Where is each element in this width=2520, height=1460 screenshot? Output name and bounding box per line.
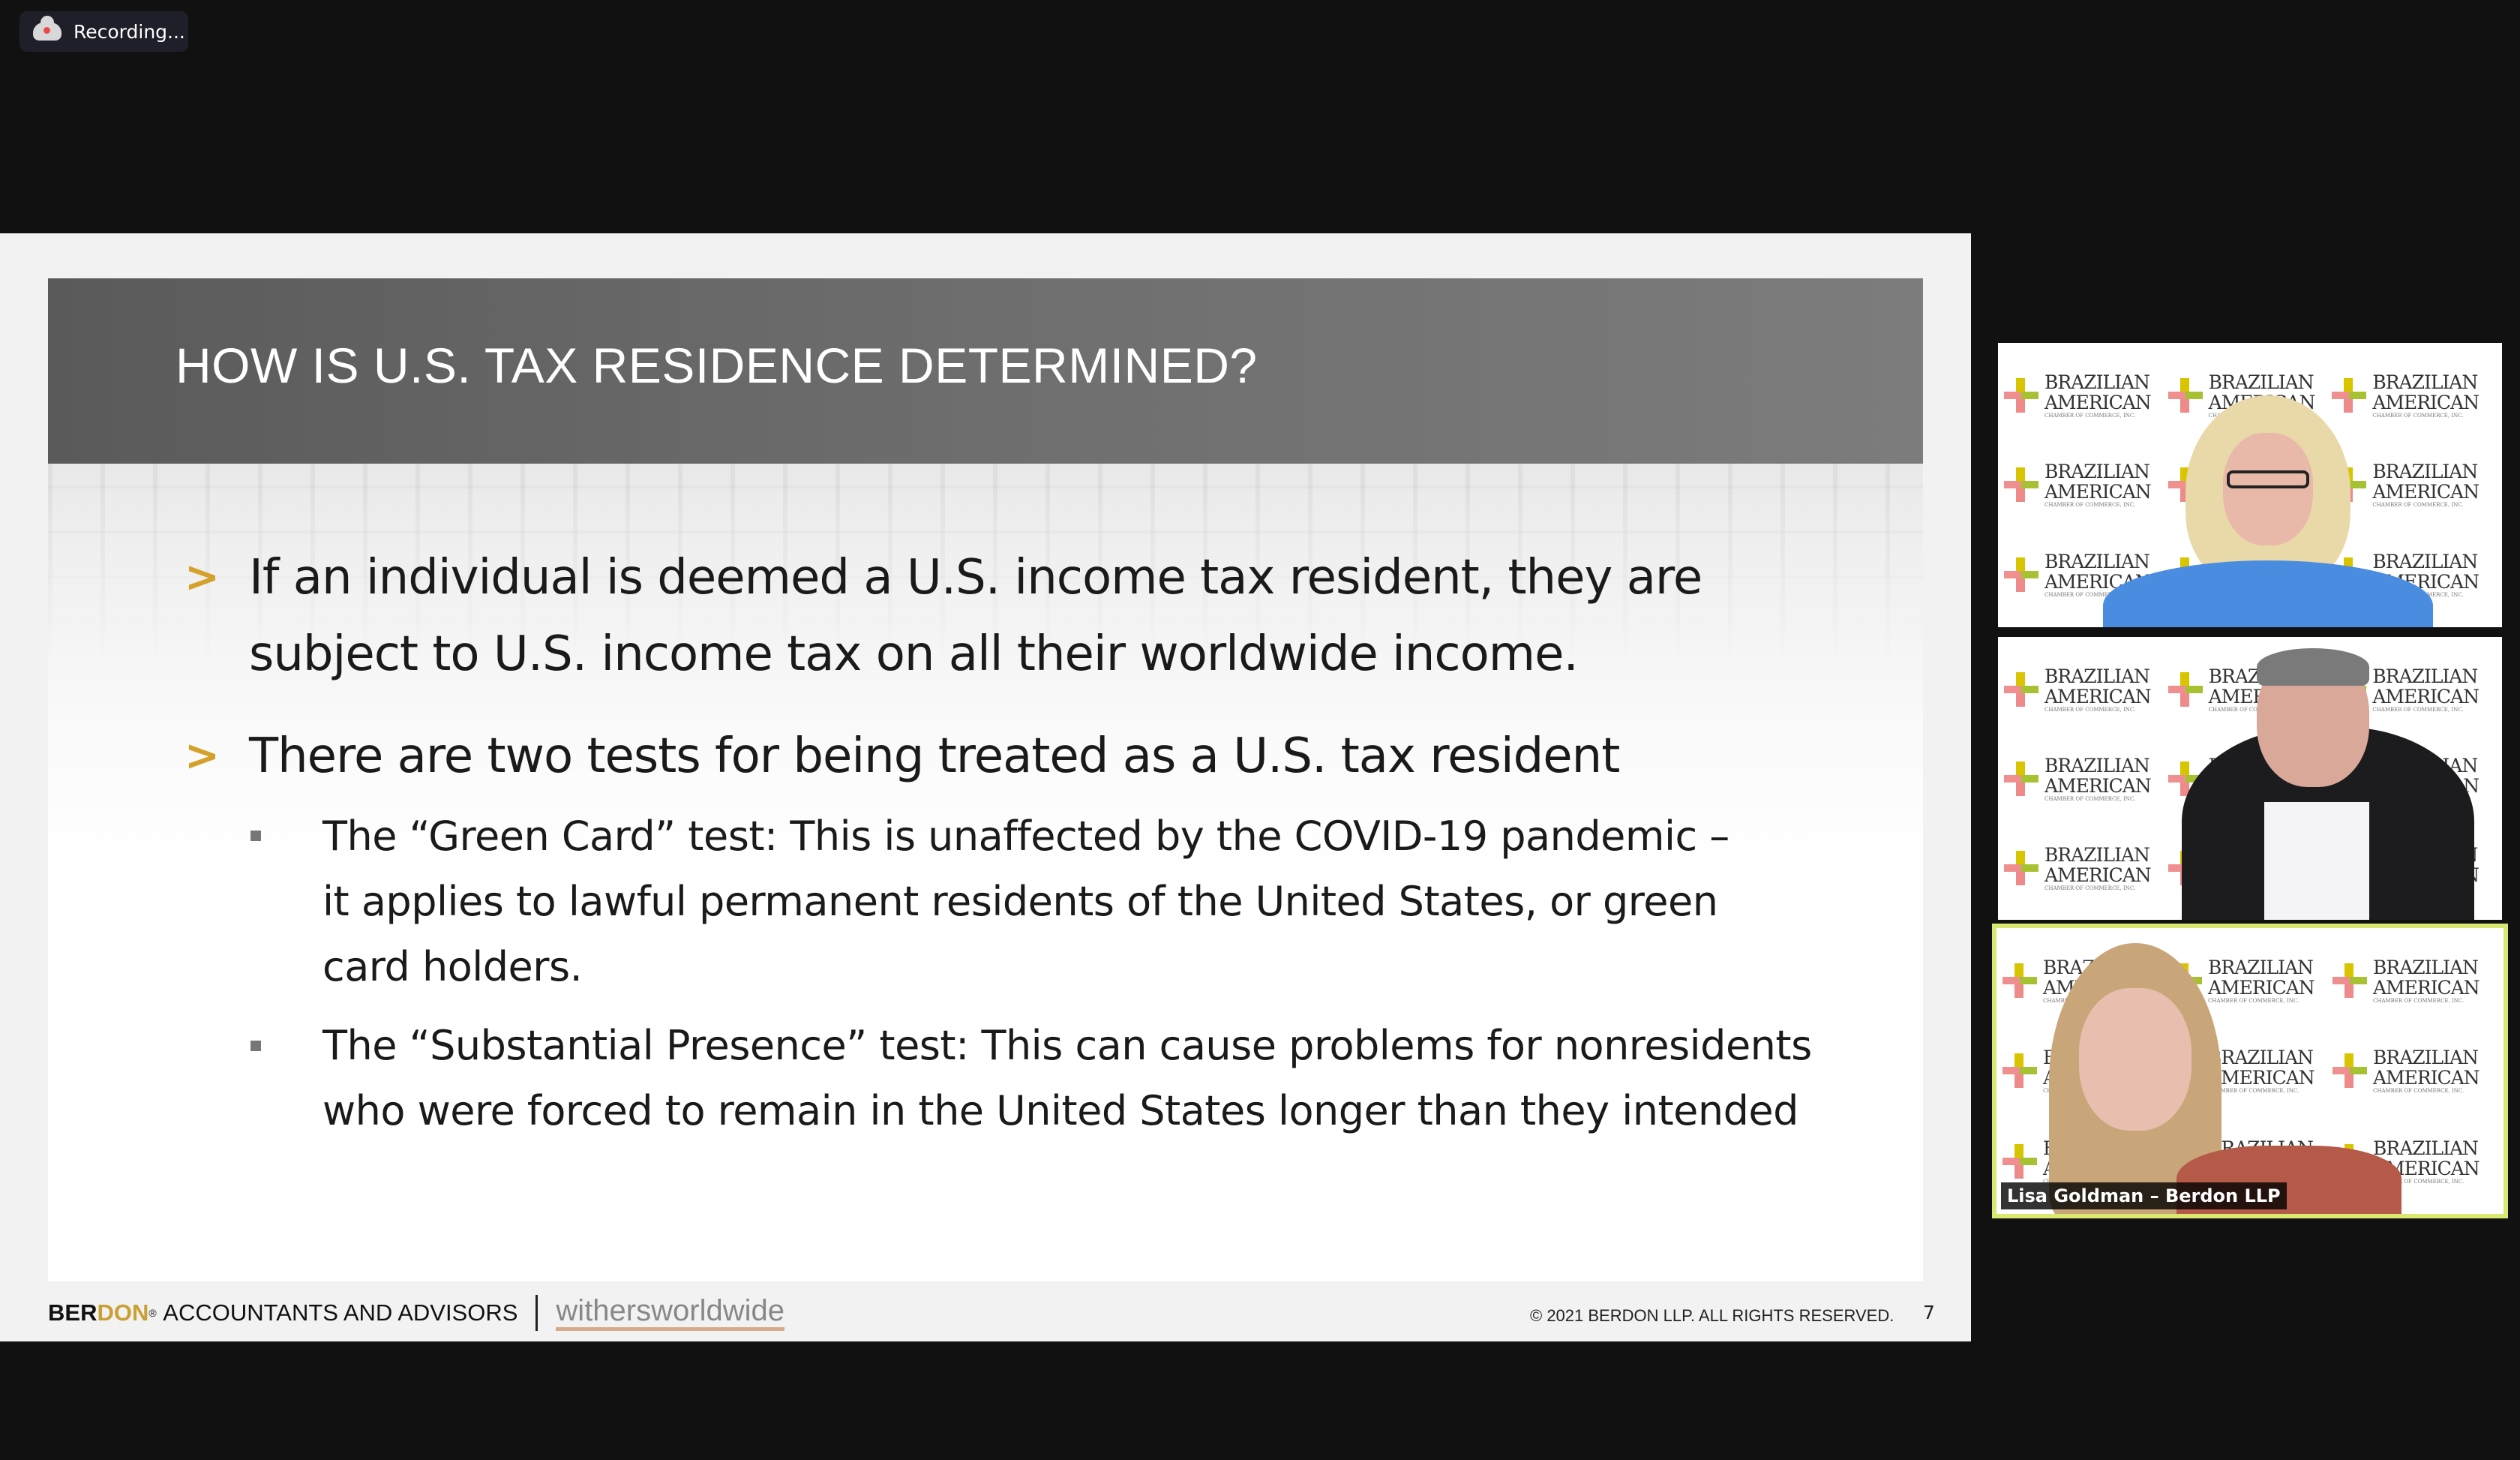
chamber-logo-icon: [2004, 467, 2038, 503]
chamber-logo-icon: [2002, 1053, 2037, 1089]
recording-label: Recording...: [74, 20, 185, 43]
chamber-logo-icon: [2004, 377, 2038, 413]
sub-bullet-1-line-2: it applies to lawful permanent residents…: [322, 878, 1718, 925]
chevron-bullet-icon: >: [184, 732, 220, 780]
berdon-logo: BER DON ® ACCOUNTANTS AND ADVISORS withers…: [48, 1294, 784, 1331]
chamber-logo-icon: [2002, 963, 2037, 999]
page-number: 7: [1923, 1302, 1935, 1323]
cloud-record-icon: [33, 16, 62, 41]
recording-indicator[interactable]: Recording...: [20, 11, 188, 52]
square-bullet-icon: [250, 1041, 261, 1051]
chamber-logo-icon: [2002, 1143, 2037, 1179]
slide-footer: BER DON ® ACCOUNTANTS AND ADVISORS withers…: [48, 1284, 1935, 1336]
shared-slide: HOW IS U.S. TAX RESIDENCE DETERMINED? > …: [0, 233, 1971, 1341]
chamber-logo-icon: [2332, 963, 2367, 999]
slide-title: HOW IS U.S. TAX RESIDENCE DETERMINED?: [176, 338, 1258, 393]
sub-bullet-2-line-2: who were forced to remain in the United …: [322, 1087, 1798, 1134]
withers-logo: withersworldwide: [556, 1294, 784, 1331]
participant-video-2[interactable]: BRAZILIAN AMERICAN CHAMBER OF COMMERCE, IN…: [1998, 637, 2502, 920]
chamber-logo-icon: [2004, 671, 2038, 707]
sub-bullet-1-line-1: The “Green Card” test: This is unaffecte…: [322, 813, 1730, 860]
bullet-1-line-1: If an individual is deemed a U.S. income…: [249, 550, 1702, 605]
chamber-logo-icon: [2004, 850, 2038, 885]
sub-bullet-1-line-3: card holders.: [322, 943, 583, 990]
chamber-logo-icon: [2168, 377, 2203, 413]
slide-content: HOW IS U.S. TAX RESIDENCE DETERMINED? > …: [48, 278, 1923, 1281]
bullet-1-line-2: subject to U.S. income tax on all their …: [249, 626, 1579, 682]
chamber-logo-icon: [2332, 377, 2367, 413]
square-bullet-icon: [250, 831, 261, 841]
chamber-logo-icon: [2168, 671, 2203, 707]
bullet-2-line-1: There are two tests for being treated as…: [249, 728, 1620, 784]
participant-name-label: Lisa Goldman – Berdon LLP: [2001, 1182, 2287, 1209]
participant-video-1[interactable]: BRAZILIAN AMERICAN CHAMBER OF COMMERCE, IN…: [1998, 343, 2502, 627]
chamber-logo-icon: [2332, 1053, 2367, 1089]
sub-bullet-2-line-1: The “Substantial Presence” test: This ca…: [322, 1022, 1812, 1069]
title-band: [48, 278, 1923, 464]
chamber-logo-icon: [2168, 761, 2203, 796]
chamber-logo-icon: [2004, 557, 2038, 593]
copyright: © 2021 BERDON LLP. ALL RIGHTS RESERVED.: [1530, 1306, 1894, 1325]
chevron-bullet-icon: >: [184, 553, 220, 602]
chamber-logo-icon: [2004, 761, 2038, 796]
